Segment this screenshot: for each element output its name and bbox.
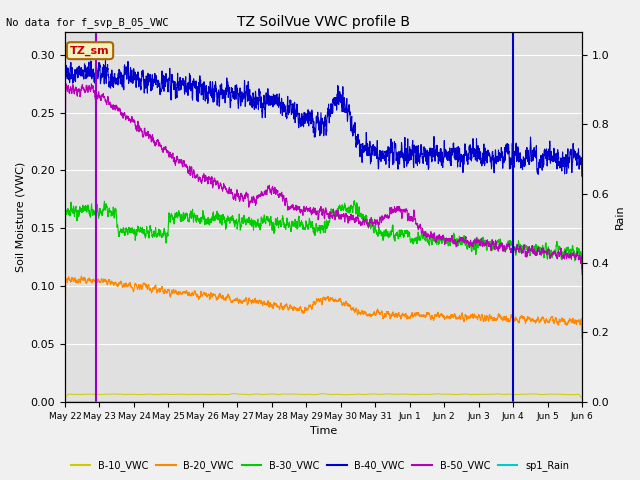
Y-axis label: Soil Moisture (VWC): Soil Moisture (VWC)	[15, 162, 25, 272]
Text: TZ_sm: TZ_sm	[70, 46, 110, 56]
Legend: B-10_VWC, B-20_VWC, B-30_VWC, B-40_VWC, B-50_VWC, sp1_Rain: B-10_VWC, B-20_VWC, B-30_VWC, B-40_VWC, …	[67, 456, 573, 475]
Title: TZ SoilVue VWC profile B: TZ SoilVue VWC profile B	[237, 15, 410, 29]
Y-axis label: Rain: Rain	[615, 204, 625, 229]
X-axis label: Time: Time	[310, 426, 337, 436]
Text: No data for f_svp_B_05_VWC: No data for f_svp_B_05_VWC	[6, 17, 169, 28]
